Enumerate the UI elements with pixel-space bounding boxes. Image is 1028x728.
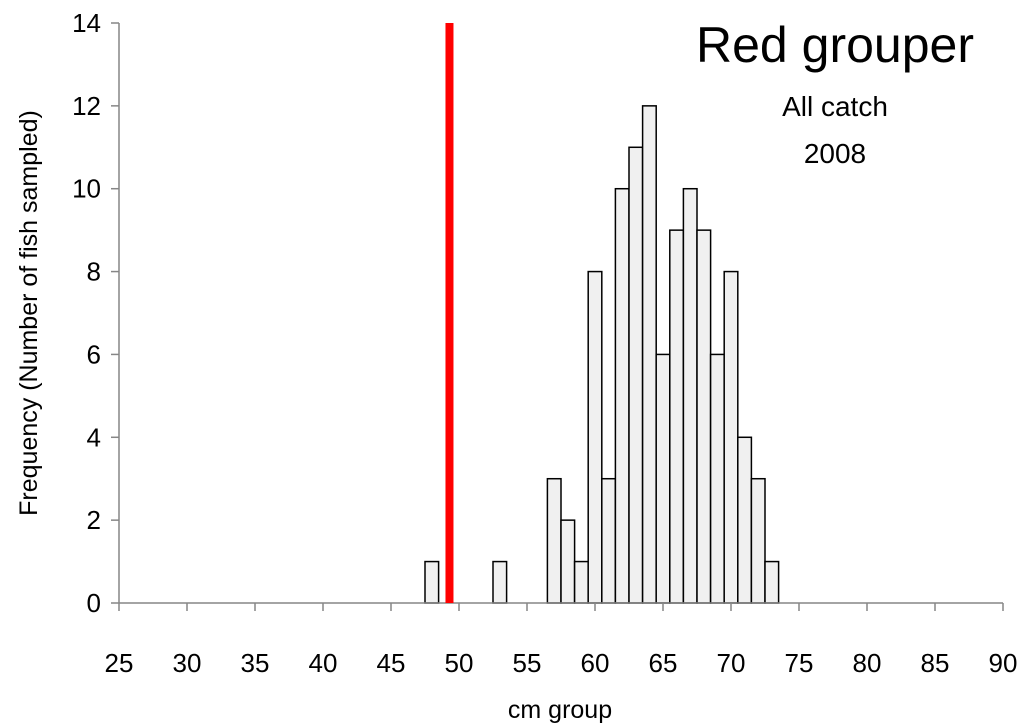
x-axis-title: cm group <box>508 696 612 724</box>
histogram-bar-72 <box>750 477 766 604</box>
histogram-bar-53 <box>492 560 508 604</box>
x-tick-label: 25 <box>105 648 134 678</box>
y-tick-label: 8 <box>87 257 101 287</box>
histogram-bar-68 <box>696 229 712 604</box>
y-tick-label: 10 <box>72 174 101 204</box>
y-tick-label: 12 <box>72 91 101 121</box>
histogram-bar-60 <box>587 270 603 604</box>
x-tick-label: 80 <box>853 648 882 678</box>
histogram-bar-64 <box>641 105 657 604</box>
histogram-bar-62 <box>614 187 630 604</box>
histogram-bar-70 <box>723 270 739 604</box>
y-tick-label: 4 <box>87 422 101 452</box>
y-tick-label: 0 <box>87 588 101 618</box>
histogram-bar-66 <box>669 229 685 604</box>
x-tick-label: 40 <box>309 648 338 678</box>
x-tick-label: 35 <box>241 648 270 678</box>
y-tick-label: 2 <box>87 505 101 535</box>
chart-subtitle-line-2: 2008 <box>804 138 866 169</box>
x-tick-label: 55 <box>513 648 542 678</box>
histogram-bar-69 <box>709 353 725 604</box>
x-tick-label: 70 <box>717 648 746 678</box>
histogram-bar-48 <box>424 560 440 604</box>
x-tick-label: 90 <box>989 648 1018 678</box>
ticks-group: 0 2 4 6 8 10 12 14 25 30 35 40 45 50 55 60 65 70 75 80 85 90 <box>72 8 1017 678</box>
x-tick-label: 85 <box>921 648 950 678</box>
histogram-bar-67 <box>682 187 698 604</box>
x-tick-label: 50 <box>445 648 474 678</box>
axes-group <box>118 23 1003 604</box>
histogram-bar-71 <box>737 436 753 604</box>
chart-subtitle-line-1: All catch <box>782 91 888 122</box>
histogram-bar-61 <box>601 477 617 604</box>
histogram-bar-58 <box>560 519 576 604</box>
bars-group <box>424 105 780 604</box>
histogram-bar-57 <box>546 477 562 604</box>
histogram-bar-65 <box>655 353 671 604</box>
y-tick-label: 14 <box>72 8 101 38</box>
x-tick-label: 45 <box>377 648 406 678</box>
chart-title: Red grouper <box>696 17 974 73</box>
histogram-bar-73 <box>764 560 780 604</box>
histogram-bar-59 <box>573 560 589 604</box>
y-axis-title: Frequency (Number of fish sampled) <box>15 110 43 516</box>
y-tick-label: 6 <box>87 339 101 369</box>
x-tick-label: 30 <box>173 648 202 678</box>
x-tick-label: 65 <box>649 648 678 678</box>
histogram-bar-63 <box>628 146 644 604</box>
x-tick-label: 75 <box>785 648 814 678</box>
x-tick-label: 60 <box>581 648 610 678</box>
